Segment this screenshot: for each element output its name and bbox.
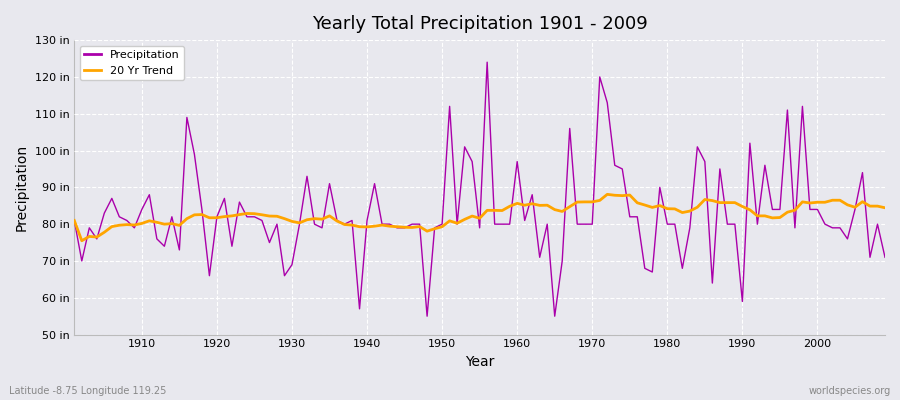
- Text: worldspecies.org: worldspecies.org: [809, 386, 891, 396]
- Y-axis label: Precipitation: Precipitation: [15, 144, 29, 231]
- X-axis label: Year: Year: [465, 355, 494, 369]
- Legend: Precipitation, 20 Yr Trend: Precipitation, 20 Yr Trend: [80, 46, 184, 80]
- Text: Latitude -8.75 Longitude 119.25: Latitude -8.75 Longitude 119.25: [9, 386, 166, 396]
- Title: Yearly Total Precipitation 1901 - 2009: Yearly Total Precipitation 1901 - 2009: [311, 15, 647, 33]
